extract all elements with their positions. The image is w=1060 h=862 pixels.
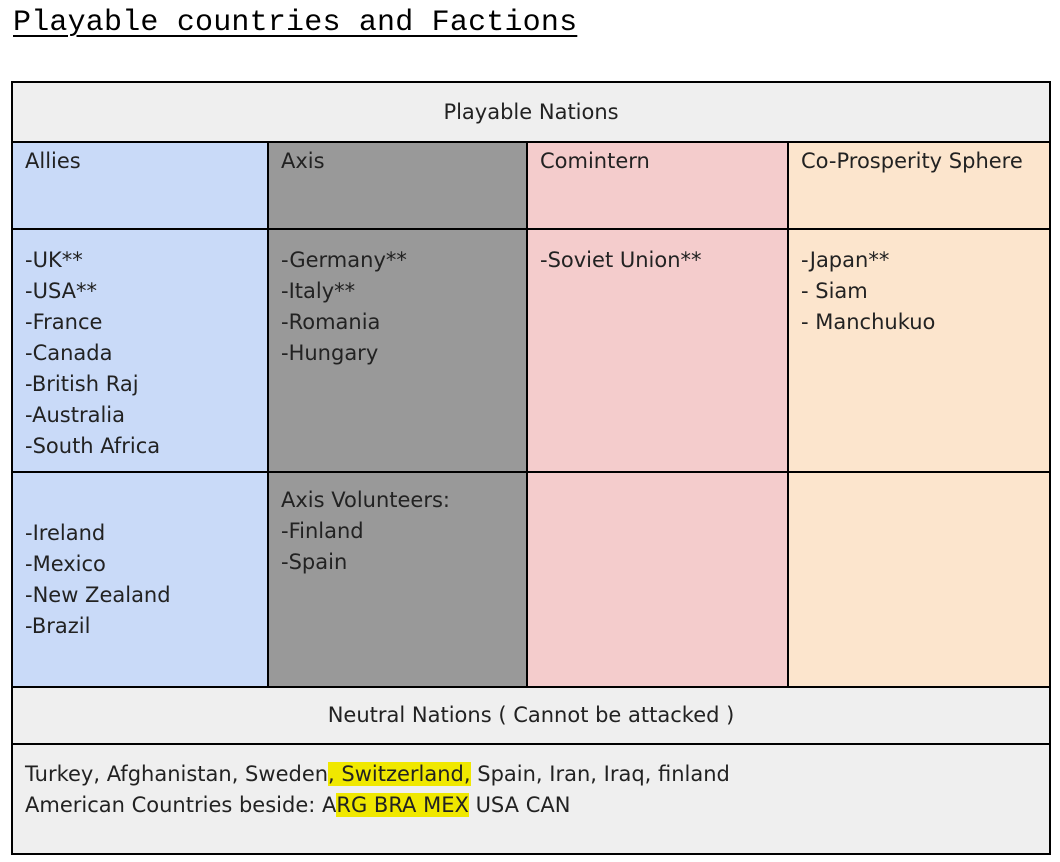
allies-nation: -USA** [25,279,98,303]
co-prosperity-nation: -Japan** [801,248,890,272]
allies-major-cell: -UK** -USA** -France -Canada -British Raj -Au… [11,228,269,473]
axis-nation: -Italy** [281,279,356,303]
comintern-major-cell: -Soviet Union** [526,228,789,473]
document-title: Playable countries and Factions [13,6,578,40]
axis-volunteers-cell: Axis Volunteers: -Finland -Spain [267,471,528,688]
allies-nation: -France [25,310,103,334]
allies-nation: -Australia [25,403,126,427]
allies-nation: -Canada [25,341,113,365]
axis-nation: -Germany** [281,248,407,272]
faction-row: Allies Axis Comintern Co-Prosperity Sphe… [11,141,1052,230]
allies-nation: -UK** [25,248,83,272]
faction-allies: Allies [11,141,269,230]
neutral-line-2: American Countries beside: ARG BRA MEX U… [25,790,1037,821]
allies-minor-cell: -Ireland -Mexico -New Zealand -Brazil [11,471,269,688]
faction-co-prosperity: Co-Prosperity Sphere [786,141,1052,230]
neutral-line-1: Turkey, Afghanistan, Sweden, Switzerland… [25,759,1037,790]
neutral-nations-cell: Turkey, Afghanistan, Sweden, Switzerland… [10,743,1052,855]
playable-nations-table: Playable Nations Allies Axis Comintern C… [10,81,1052,855]
comintern-minor-cell [526,471,789,688]
allies-minor-nation: -Ireland [25,520,106,545]
allies-minor-nation: -Brazil [25,613,91,638]
highlighted-text: RG BRA MEX [336,793,469,817]
playable-nations-header: Playable Nations [10,81,1052,143]
neutral-text: American Countries beside: A [25,793,337,817]
table-header-row: Playable Nations [10,81,1052,143]
axis-nation: -Hungary [281,341,379,365]
major-nations-row: -UK** -USA** -France -Canada -British Raj -Au… [11,228,1052,473]
allies-nation: -British Raj [25,372,139,396]
faction-axis: Axis [267,141,528,230]
allies-minor-nation: -Mexico [25,551,106,576]
axis-major-cell: -Germany** -Italy** -Romania -Hungary [267,228,528,473]
allies-nation: -South Africa [25,434,161,458]
co-prosperity-nation: - Siam [801,279,868,303]
neutral-header-row: Neutral Nations ( Cannot be attacked ) [10,686,1052,745]
neutral-text: Turkey, Afghanistan, Sweden [25,762,329,786]
minor-nations-row: -Ireland -Mexico -New Zealand -Brazil Axis … [11,471,1052,688]
allies-minor-nation: -New Zealand [25,582,171,607]
neutral-text: USA CAN [468,793,571,817]
neutral-nations-header: Neutral Nations ( Cannot be attacked ) [10,686,1052,745]
highlighted-text: , Switzerland, [328,762,471,786]
axis-volunteer-item: Axis Volunteers: [281,488,451,512]
comintern-nation: -Soviet Union** [540,248,702,272]
faction-comintern: Comintern [526,141,789,230]
co-prosperity-minor-cell [786,471,1052,688]
co-prosperity-nation: - Manchukuo [801,310,936,334]
axis-volunteer-item: -Spain [281,550,348,574]
neutral-text: Spain, Iran, Iraq, finland [470,762,730,786]
axis-volunteer-item: -Finland [281,519,364,543]
axis-nation: -Romania [281,310,381,334]
co-prosperity-major-cell: -Japan** - Siam - Manchukuo [786,228,1052,473]
neutral-nations-row: Turkey, Afghanistan, Sweden, Switzerland… [10,743,1052,855]
